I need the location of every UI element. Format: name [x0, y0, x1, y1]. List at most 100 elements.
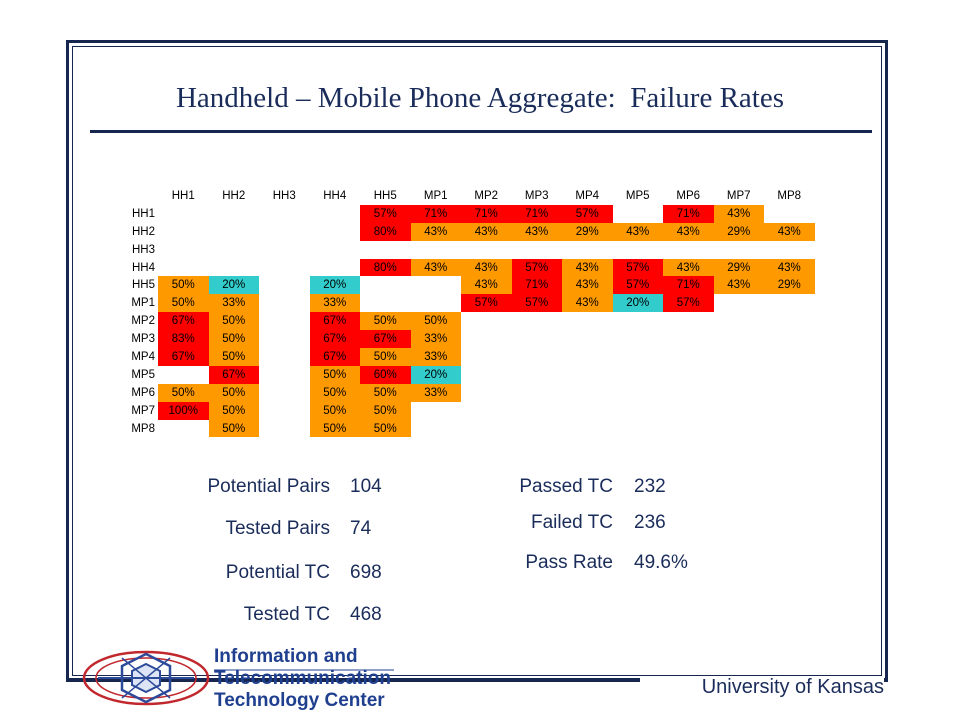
column-header-mp3: MP3: [524, 189, 549, 202]
cell-mp5-mp8: [764, 366, 815, 384]
cell-mp1-mp8: [764, 294, 815, 312]
stat-label-passed-tc: Passed TC: [519, 476, 613, 497]
column-header-hh1: HH1: [171, 189, 195, 202]
cell-hh5-mp3: 71%: [511, 276, 562, 295]
cell-mp4-mp6: [663, 348, 714, 366]
cell-mp7-hh5: 50%: [360, 401, 411, 420]
cell-mp4-mp3: [512, 348, 563, 366]
cell-hh5-mp1: [411, 276, 462, 294]
cell-hh5-hh5: [360, 276, 411, 294]
cell-hh1-hh5: 57%: [360, 204, 411, 223]
cell-hh5-mp6: 71%: [663, 276, 714, 295]
cell-hh4-mp2: 43%: [461, 258, 512, 277]
cell-hh2-mp7: 29%: [713, 222, 764, 241]
cell-hh2-mp1: 43%: [410, 222, 461, 241]
cell-hh4-mp3: 57%: [511, 258, 562, 277]
cell-mp5-mp6: [663, 366, 714, 384]
cell-mp7-mp4: [562, 402, 613, 420]
cell-mp2-mp1: 50%: [410, 312, 461, 331]
cell-mp2-mp7: [714, 312, 765, 330]
cell-mp4-mp8: [764, 348, 815, 366]
cell-hh2-hh3: [259, 223, 310, 241]
cell-hh1-mp8: [764, 205, 815, 223]
cell-mp7-mp7: [714, 402, 765, 420]
cell-mp5-mp3: [512, 366, 563, 384]
cell-hh2-mp8: 43%: [764, 222, 815, 241]
column-header-hh2: HH2: [222, 189, 246, 202]
cell-mp5-hh5: 60%: [360, 365, 411, 384]
cell-mp8-mp5: [613, 420, 664, 438]
matrix-row-mp1: MP1 50% 33% 33% 57% 57% 43% 20% 57%: [110, 294, 815, 313]
slide-frame-inner: [72, 46, 882, 676]
cell-mp3-mp2: [461, 330, 512, 348]
cell-mp1-mp2: 57%: [461, 294, 512, 313]
cell-hh5-mp4: 43%: [562, 276, 613, 295]
cell-hh1-mp4: 57%: [562, 204, 613, 223]
row-header-hh5: HH5: [131, 279, 155, 292]
cell-hh2-mp5: 43%: [612, 222, 663, 241]
cell-hh4-hh3: [259, 259, 310, 277]
cell-mp1-hh2: 33%: [208, 294, 259, 313]
column-header-hh5: HH5: [373, 189, 397, 202]
cell-hh5-mp2: 43%: [461, 276, 512, 295]
ittc-logo: Information and Telecommunication Techno…: [82, 646, 394, 711]
cell-mp4-hh1: 67%: [158, 348, 209, 366]
cell-mp2-mp5: [613, 312, 664, 330]
cell-mp4-hh3: [259, 348, 310, 366]
cell-hh5-mp7: 43%: [713, 276, 764, 295]
row-header-mp4: MP4: [131, 350, 155, 363]
cell-hh3-hh5: [360, 241, 411, 259]
cell-mp4-mp5: [613, 348, 664, 366]
failure-rate-matrix: HH1 HH2 HH3 HH4 HH5 MP1 MP2 MP3 MP4 MP5 MP6 MP7 MP8 …: [110, 187, 815, 438]
column-header-mp7: MP7: [726, 189, 751, 202]
cell-mp7-hh4: 50%: [309, 401, 360, 420]
cell-hh3-mp2: [461, 241, 512, 259]
matrix-row-hh3: HH3: [110, 241, 815, 259]
matrix-row-hh2: HH2 80% 43% 43% 43% 29% 43% 43% 29% 43%: [110, 222, 815, 241]
cell-mp7-mp3: [512, 402, 563, 420]
cell-mp6-hh4: 50%: [309, 383, 360, 402]
column-header-mp6: MP6: [676, 189, 701, 202]
stat-value-potential-pairs: 104: [350, 476, 382, 497]
matrix-header-row: HH1 HH2 HH3 HH4 HH5 MP1 MP2 MP3 MP4 MP5 MP6 MP7 MP8: [110, 187, 815, 205]
stat-value-pass-rate: 49.6%: [634, 552, 688, 573]
cell-hh3-mp6: [663, 241, 714, 259]
row-header-mp8: MP8: [131, 422, 155, 435]
cell-hh1-mp1: 71%: [410, 204, 461, 223]
cell-mp8-mp6: [663, 420, 714, 438]
row-header-hh3: HH3: [131, 243, 155, 256]
matrix-row-mp3: MP3 83% 50% 67% 67% 33%: [110, 330, 815, 349]
cell-mp1-mp1: [411, 294, 462, 312]
cell-hh4-hh5: 80%: [360, 258, 411, 277]
row-header-hh2: HH2: [131, 225, 155, 238]
matrix-row-hh4: HH4 80% 43% 43% 57% 43% 57% 43% 29% 43%: [110, 258, 815, 277]
cell-mp6-mp3: [512, 384, 563, 402]
cell-mp3-mp4: [562, 330, 613, 348]
cell-mp3-hh5: 67%: [360, 330, 411, 349]
footer-rule: [66, 678, 888, 680]
cell-mp6-mp2: [461, 384, 512, 402]
cell-mp8-mp1: [411, 420, 462, 438]
cell-mp3-hh1: 83%: [158, 330, 209, 349]
cell-mp5-hh2: 67%: [208, 365, 259, 384]
column-header-mp2: MP2: [474, 189, 499, 202]
cell-mp1-hh4: 33%: [309, 294, 360, 313]
cell-hh3-mp8: [764, 241, 815, 259]
cell-hh1-mp3: 71%: [511, 204, 562, 223]
cell-hh1-mp6: 71%: [663, 204, 714, 223]
cell-mp6-mp5: [613, 384, 664, 402]
cell-mp2-mp2: [461, 312, 512, 330]
row-header-mp5: MP5: [131, 368, 155, 381]
stat-label-tested-tc: Tested TC: [243, 604, 330, 625]
cell-mp6-hh3: [259, 384, 310, 402]
cell-hh4-mp6: 43%: [663, 258, 714, 277]
cell-mp3-hh3: [259, 330, 310, 348]
cell-hh4-hh1: [158, 259, 209, 277]
column-header-mp4: MP4: [575, 189, 600, 202]
cell-mp4-mp7: [714, 348, 765, 366]
cell-mp5-hh1: [158, 366, 209, 384]
cell-mp7-mp1: [411, 402, 462, 420]
cell-mp1-hh3: [259, 294, 310, 312]
cell-mp4-hh5: 50%: [360, 348, 411, 366]
logo-line-2: Telecommunication: [214, 668, 391, 689]
